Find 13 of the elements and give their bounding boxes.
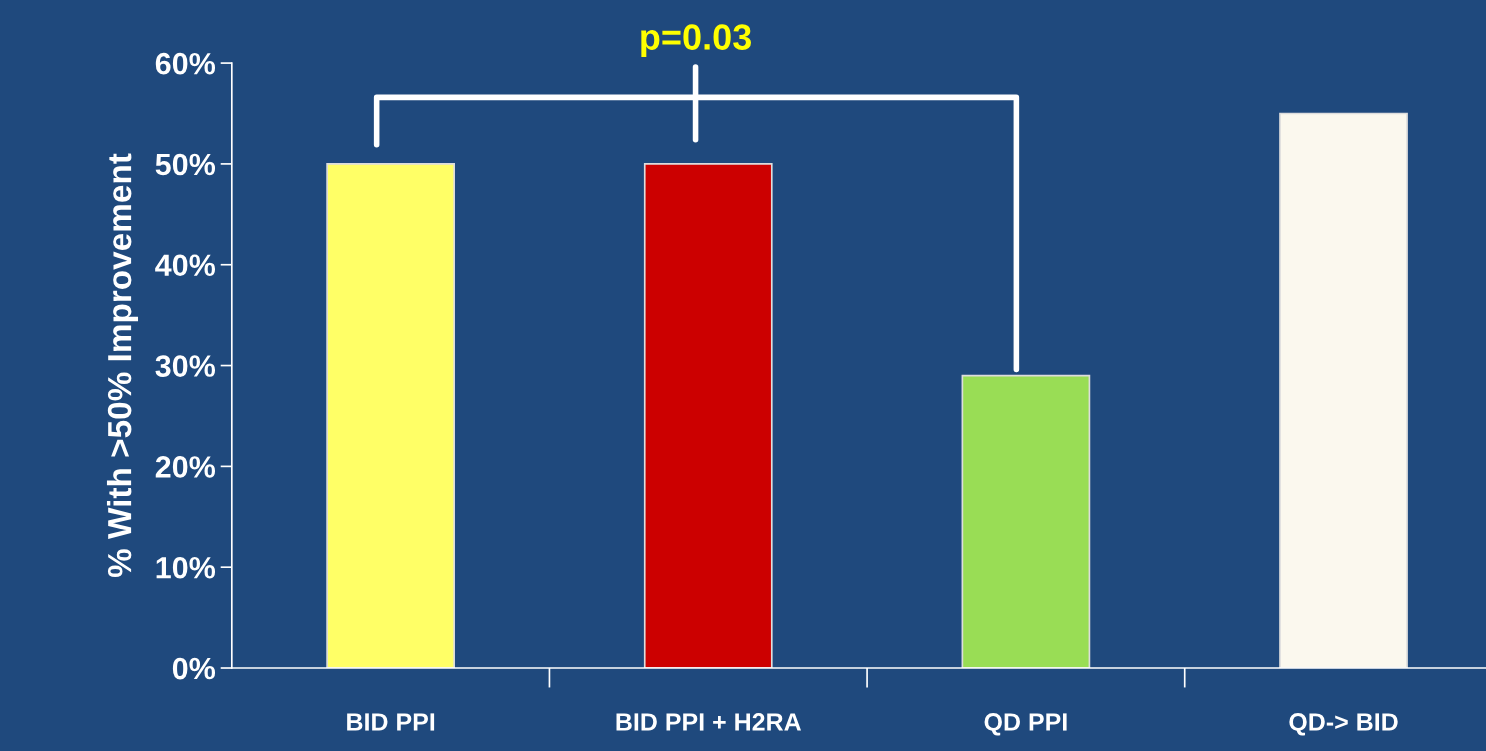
y-tick-label: 40%	[155, 254, 216, 277]
x-tick-label: QD PPI	[984, 713, 1067, 736]
x-tick-label: QD-> BID	[1289, 713, 1398, 736]
y-axis-title: % With >50% Improvement	[106, 153, 139, 578]
y-tick-label: 50%	[155, 153, 216, 176]
x-tick-label: BID PPI + H2RA	[616, 713, 802, 731]
y-tick-label: 0%	[172, 657, 216, 680]
y-tick-label: 60%	[155, 52, 216, 75]
text: p=0.03	[641, 24, 751, 58]
y-tick-label: 20%	[155, 456, 216, 478]
y-tick-label: 10%	[156, 556, 216, 579]
y-tick-label: 30%	[155, 355, 216, 377]
x-tick-label: BID PPI	[347, 713, 435, 731]
